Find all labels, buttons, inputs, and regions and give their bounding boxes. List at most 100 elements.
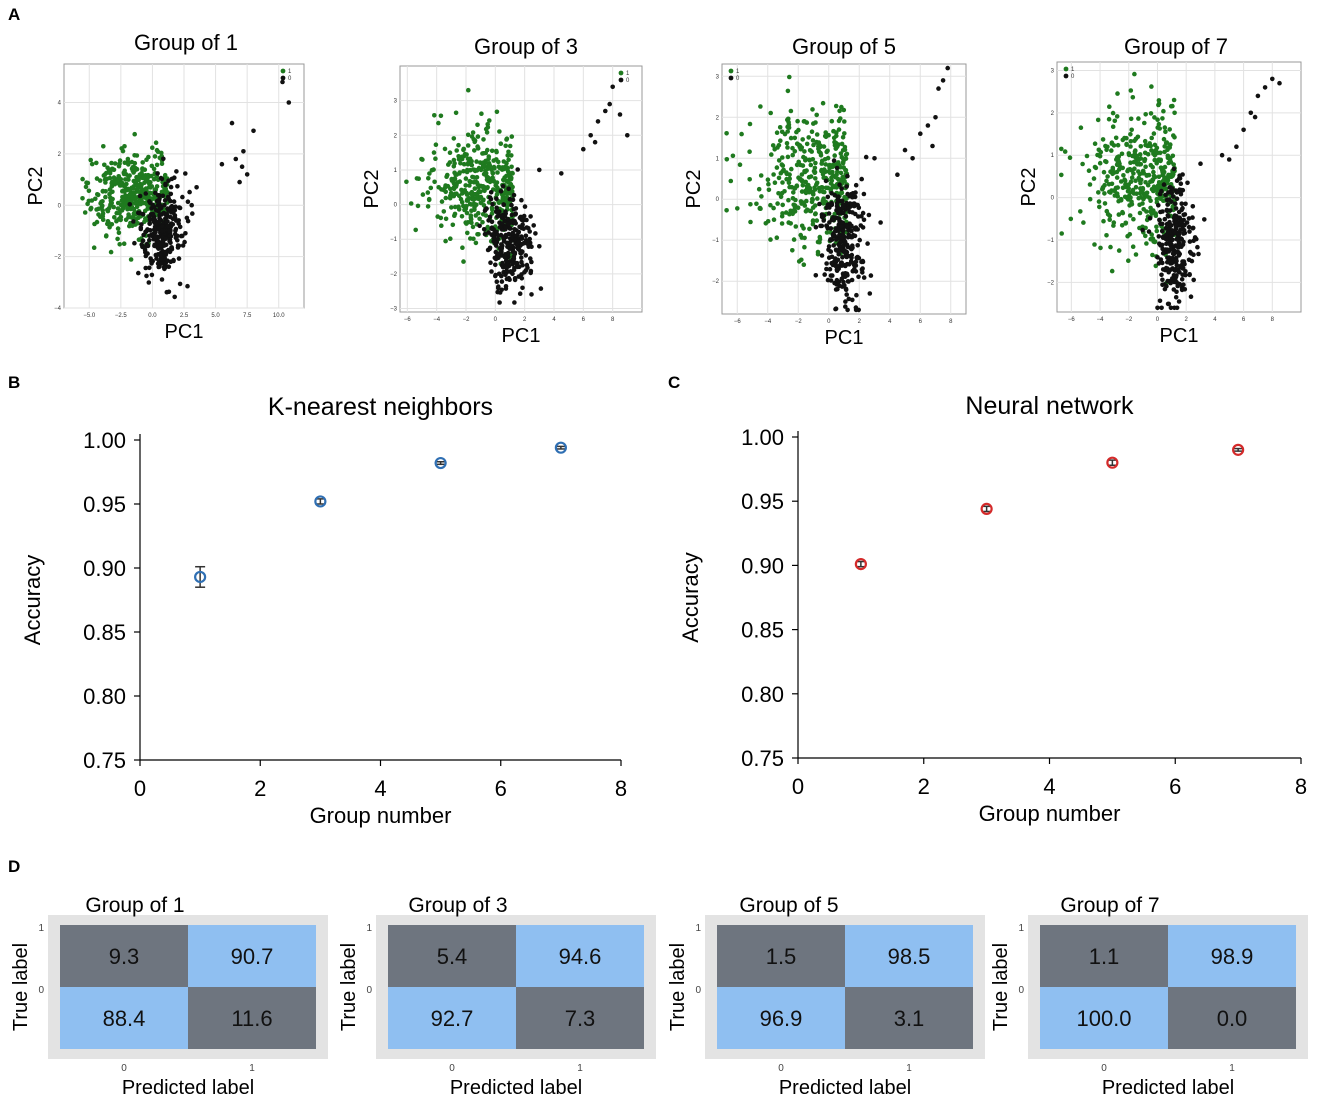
scatter-point	[92, 221, 97, 227]
scatter-point	[456, 154, 461, 159]
scatter-point	[853, 190, 858, 195]
scatter-point	[812, 203, 818, 208]
scatter-point	[103, 194, 108, 200]
scatter-point	[1104, 233, 1109, 238]
scatter-point	[175, 245, 181, 250]
x-axis-label: PC1	[825, 327, 864, 349]
x-tick-label: −4	[433, 317, 441, 323]
scatter-point	[758, 206, 763, 211]
scatter-point	[511, 256, 517, 261]
scatter-point	[156, 219, 162, 225]
scatter-point	[151, 166, 157, 172]
panel-letter-b: B	[8, 373, 20, 392]
scatter-point	[431, 167, 436, 172]
scatter-point	[1096, 190, 1101, 195]
scatter-point	[508, 226, 513, 231]
scatter-point	[724, 131, 729, 136]
scatter-point	[494, 192, 500, 197]
scatter-point	[519, 255, 524, 260]
scatter-point	[793, 197, 798, 203]
scatter-point	[447, 195, 453, 201]
scatter-point	[105, 208, 111, 214]
series-0	[477, 84, 630, 305]
scatter-point	[487, 118, 492, 123]
scatter-point	[728, 178, 734, 184]
scatter-point	[1147, 216, 1153, 221]
cell-value: 1.1	[1089, 944, 1120, 969]
scatter-point	[94, 176, 100, 181]
scatter-point	[490, 171, 496, 176]
scatter-point	[809, 129, 815, 134]
scatter-point	[802, 149, 807, 154]
scatter-point	[1116, 212, 1122, 217]
x-tick-label: 2	[1185, 317, 1189, 323]
scatter-point	[138, 225, 144, 230]
scatter-point	[831, 128, 836, 134]
scatter-point	[847, 201, 853, 206]
y-tick-label: 1	[1051, 153, 1055, 159]
scatter-point	[495, 285, 501, 291]
scatter-point	[1167, 159, 1173, 164]
scatter-point	[812, 165, 818, 171]
scatter-point	[838, 151, 844, 156]
scatter-point	[819, 223, 825, 229]
scatter-point	[468, 217, 474, 222]
x-tick-label: −6	[1068, 317, 1076, 323]
scatter-point	[1182, 222, 1187, 228]
scatter-point	[838, 260, 844, 266]
scatter-point	[432, 179, 437, 185]
scatter-point	[1159, 305, 1164, 311]
scatter-point	[1110, 110, 1116, 116]
scatter-point	[125, 187, 130, 193]
scatter-point	[432, 113, 437, 118]
scatter-point	[823, 134, 829, 140]
scatter-point	[1151, 131, 1157, 136]
scatter-point	[1160, 116, 1165, 121]
scatter-point	[121, 241, 127, 246]
scatter-point	[190, 211, 195, 216]
scatter-point	[117, 216, 122, 221]
scatter-point	[1121, 173, 1126, 178]
scatter-point	[496, 251, 502, 256]
y-tick-label: 0	[366, 985, 372, 996]
scatter-point	[522, 204, 528, 209]
scatter-point	[1156, 203, 1161, 208]
scatter-point	[116, 230, 122, 236]
scatter-point	[106, 220, 111, 225]
scatter-point	[115, 236, 120, 242]
scatter-point	[807, 226, 812, 232]
scatter-point	[850, 243, 855, 248]
scatter-point	[817, 237, 823, 242]
scatter-point	[844, 292, 849, 297]
x-axis-label: Predicted label	[779, 1077, 911, 1099]
matrix-cell	[516, 925, 644, 987]
scatter-point	[1148, 205, 1153, 211]
scatter-point	[1091, 176, 1097, 181]
scatter-point	[498, 141, 504, 146]
scatter-point	[1154, 228, 1160, 234]
scatter-point	[786, 180, 792, 185]
scatter-point	[860, 258, 865, 264]
scatter-point	[779, 190, 785, 196]
scatter-point	[131, 178, 137, 184]
x-tick-label: 8	[615, 776, 627, 801]
scatter-point	[425, 190, 431, 195]
scatter-point	[837, 108, 842, 114]
scatter-point	[88, 157, 93, 163]
scatter-point	[1140, 227, 1145, 233]
scatter-point	[1108, 244, 1113, 250]
scatter-point	[1084, 153, 1090, 159]
legend-marker	[728, 75, 734, 81]
scatter-point	[508, 269, 514, 274]
x-tick-label: −6	[734, 319, 742, 325]
scatter-point	[1095, 117, 1101, 123]
scatter-point	[159, 189, 165, 195]
scatter-point	[458, 160, 463, 166]
scatter-point	[1101, 218, 1106, 224]
scatter-point	[1168, 223, 1174, 228]
scatter-point	[519, 197, 524, 203]
scatter-point	[1114, 175, 1120, 180]
scatter-point	[1124, 135, 1129, 141]
scatter-point	[815, 196, 820, 201]
scatter-point	[1110, 124, 1116, 129]
